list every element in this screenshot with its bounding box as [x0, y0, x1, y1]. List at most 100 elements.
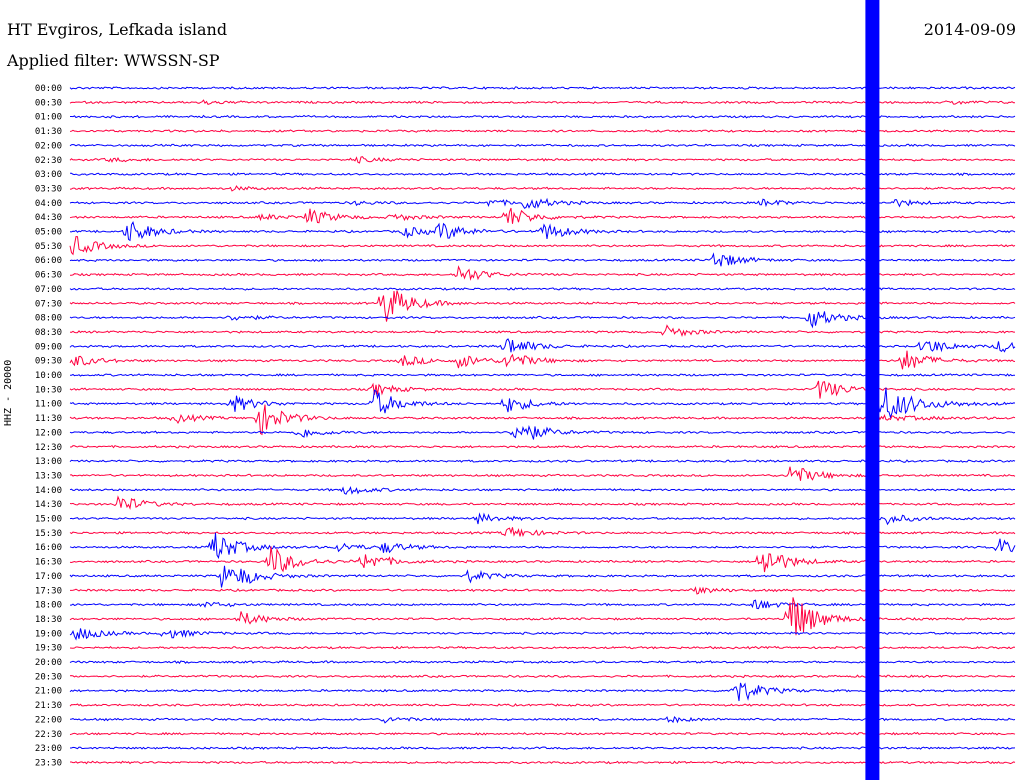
- time-label-2300: 23:00: [35, 744, 62, 754]
- time-label-0830: 08:30: [35, 328, 62, 338]
- trace-1700: [69, 565, 1016, 588]
- trace-0930: [69, 350, 1016, 370]
- trace-0000: [69, 86, 1016, 90]
- time-label-1530: 15:30: [35, 529, 62, 539]
- trace-1500: [69, 512, 1016, 526]
- time-label-1000: 10:00: [35, 371, 62, 381]
- trace-1200: [69, 424, 1016, 440]
- date-label: 2014-09-09: [923, 20, 1016, 39]
- time-label-0330: 03:30: [35, 184, 62, 194]
- time-label-2200: 22:00: [35, 715, 62, 725]
- trace-1430: [69, 495, 1016, 510]
- time-label-1900: 19:00: [35, 629, 62, 639]
- time-label-0600: 06:00: [35, 256, 62, 266]
- time-label-1230: 12:30: [35, 443, 62, 453]
- trace-1100: [69, 387, 1016, 419]
- time-label-2030: 20:30: [35, 672, 62, 682]
- time-label-1630: 16:30: [35, 558, 62, 568]
- time-label-1500: 15:00: [35, 515, 62, 525]
- time-label-2230: 22:30: [35, 730, 62, 740]
- trace-0430: [69, 207, 1016, 224]
- trace-2230: [69, 731, 1016, 736]
- trace-1730: [70, 586, 1016, 595]
- trace-1930: [69, 645, 1016, 650]
- time-label-0400: 04:00: [35, 199, 62, 209]
- trace-1230: [70, 444, 1016, 449]
- time-label-0500: 05:00: [35, 228, 62, 238]
- time-label-1130: 11:30: [35, 414, 62, 424]
- time-label-0930: 09:30: [35, 357, 62, 367]
- time-label-0800: 08:00: [35, 314, 62, 324]
- trace-0630: [70, 265, 1016, 281]
- time-label-1400: 14:00: [35, 486, 62, 496]
- trace-0730: [69, 290, 1016, 322]
- trace-0200: [69, 143, 1016, 148]
- time-label-1330: 13:30: [35, 471, 62, 481]
- time-label-1300: 13:00: [35, 457, 62, 467]
- trace-1630: [69, 546, 1016, 573]
- time-label-0900: 09:00: [35, 342, 62, 352]
- trace-2100: [69, 682, 1016, 702]
- trace-0230: [69, 156, 1016, 164]
- time-label-1430: 14:30: [35, 500, 62, 510]
- time-label-1100: 11:00: [35, 400, 62, 410]
- trace-0400: [69, 197, 1016, 209]
- trace-2200: [69, 716, 1016, 724]
- saturated-band: [865, 0, 880, 780]
- trace-1530: [69, 527, 1016, 537]
- time-label-0230: 02:30: [35, 156, 62, 166]
- trace-0830: [69, 324, 1015, 338]
- time-label-1800: 18:00: [35, 601, 62, 611]
- time-label-0630: 06:30: [35, 271, 62, 281]
- trace-0100: [70, 114, 1016, 119]
- trace-2000: [69, 660, 1016, 664]
- filter-label: Applied filter: WWSSN-SP: [7, 51, 220, 70]
- trace-2330: [70, 760, 1016, 765]
- trace-1800: [70, 599, 1016, 610]
- time-label-1030: 10:30: [35, 385, 62, 395]
- time-label-1200: 12:00: [35, 428, 62, 438]
- time-label-1600: 16:00: [35, 543, 62, 553]
- time-label-0030: 00:30: [35, 98, 62, 108]
- time-label-2000: 20:00: [35, 658, 62, 668]
- trace-0900: [69, 338, 1016, 353]
- time-label-0200: 02:00: [35, 141, 62, 151]
- time-label-0130: 01:30: [35, 127, 62, 137]
- trace-0300: [70, 172, 1016, 177]
- trace-0330: [69, 185, 1016, 192]
- time-label-0700: 07:00: [35, 285, 62, 295]
- time-label-0000: 00:00: [35, 84, 62, 94]
- time-label-0100: 01:00: [35, 113, 62, 123]
- time-label-2100: 21:00: [35, 687, 62, 697]
- trace-2300: [70, 746, 1016, 750]
- time-label-0530: 05:30: [35, 242, 62, 252]
- time-label-0730: 07:30: [35, 299, 62, 309]
- time-label-0430: 04:30: [35, 213, 62, 223]
- trace-1400: [69, 486, 1016, 495]
- trace-1000: [69, 373, 1016, 377]
- time-labels: 00:00 00:30 01:00 01:30 02:00 02:30 03:00 03:30…: [35, 84, 62, 768]
- trace-1900: [69, 628, 1016, 641]
- traces: [69, 86, 1016, 765]
- trace-1130: [69, 404, 1016, 436]
- time-label-1930: 19:30: [35, 644, 62, 654]
- trace-2030: [69, 674, 1016, 679]
- time-label-2330: 23:30: [35, 758, 62, 768]
- trace-1030: [69, 380, 1016, 399]
- trace-0130: [69, 129, 1016, 133]
- time-label-2130: 21:30: [35, 701, 62, 711]
- trace-1600: [69, 532, 1016, 560]
- trace-0500: [69, 221, 1016, 242]
- time-label-1830: 18:30: [35, 615, 62, 625]
- time-label-1700: 17:00: [35, 572, 62, 582]
- station-title: HT Evgiros, Lefkada island: [7, 20, 228, 39]
- trace-1330: [69, 466, 1016, 481]
- trace-0530: [69, 235, 1016, 256]
- trace-1300: [69, 459, 1016, 463]
- trace-0600: [69, 252, 1016, 267]
- trace-0030: [69, 99, 1016, 106]
- trace-1830: [69, 597, 1016, 636]
- time-label-0300: 03:00: [35, 170, 62, 180]
- time-label-1730: 17:30: [35, 586, 62, 596]
